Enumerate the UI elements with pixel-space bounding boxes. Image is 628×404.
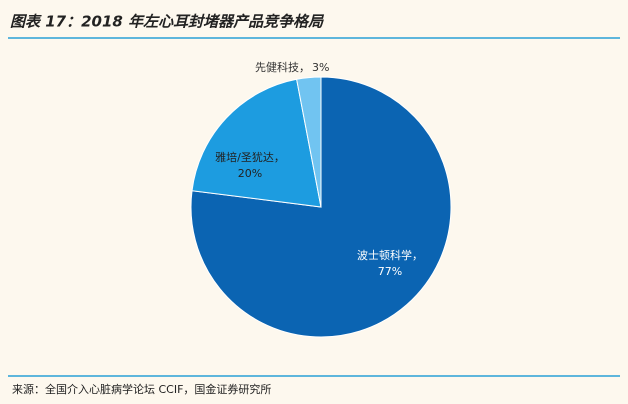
pie-slice [296, 76, 322, 208]
pie-slice [191, 78, 322, 208]
slice-label: 波士顿科学， [357, 248, 423, 262]
slice-label: 先健科技， [255, 60, 310, 74]
slice-label: 雅培/圣犹达， [215, 150, 285, 164]
slice-value-label: 77% [378, 265, 402, 278]
source-note: 来源：全国介入心脏病学论坛 CCIF，国金证券研究所 [12, 382, 271, 396]
slice-value-label: 20% [238, 167, 262, 180]
chart-title: 图表 17：2018 年左心耳封堵器产品竞争格局 [10, 13, 324, 31]
slice-value-label: 3% [312, 61, 329, 74]
